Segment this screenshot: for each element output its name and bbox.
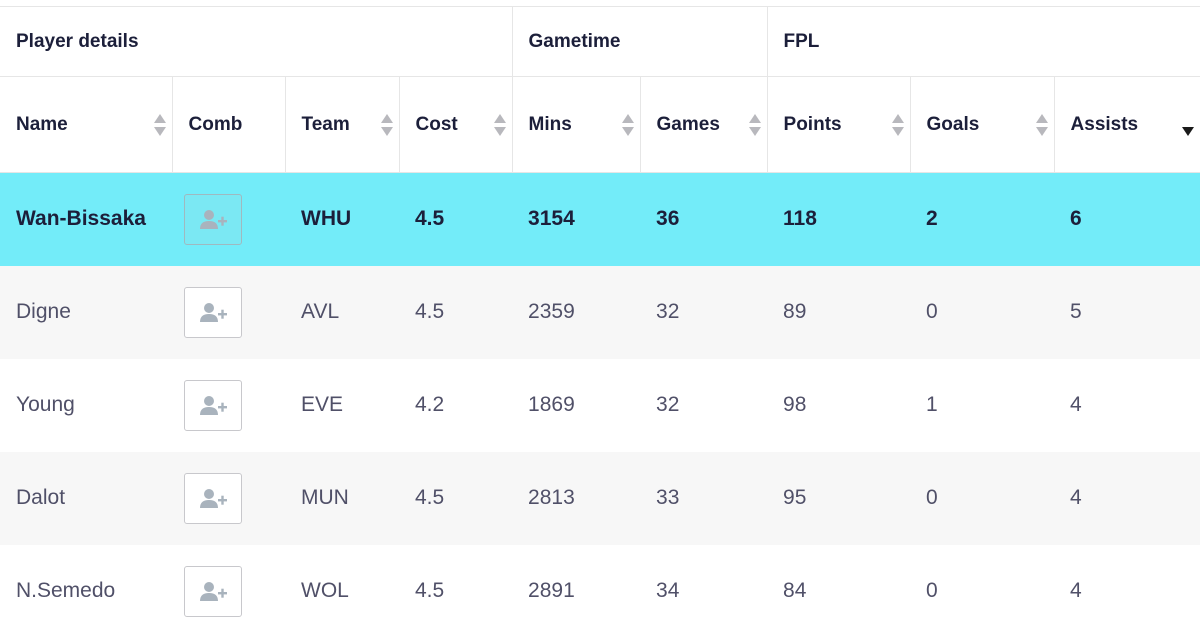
player-name: N.Semedo bbox=[16, 579, 116, 602]
sort-arrows-icon[interactable] bbox=[493, 113, 506, 136]
points-cell: 98 bbox=[783, 393, 807, 416]
assists-cell: 4 bbox=[1054, 451, 1200, 545]
table-row[interactable]: Wan-Bissaka WHU 4.5 3154 36 118 2 6 bbox=[0, 172, 1200, 266]
column-header-cost[interactable]: Cost bbox=[399, 76, 513, 173]
column-header-name[interactable]: Name bbox=[0, 76, 173, 173]
column-header-games[interactable]: Games bbox=[640, 76, 768, 173]
add-user-icon bbox=[200, 210, 227, 230]
games-cell: 32 bbox=[640, 265, 768, 359]
add-user-icon bbox=[200, 582, 227, 601]
column-header-comb: Comb bbox=[172, 76, 286, 173]
cost-cell: 4.5 bbox=[415, 579, 445, 602]
cost-cell: 4.5 bbox=[399, 265, 513, 359]
cost-cell: 4.2 bbox=[415, 393, 445, 416]
add-user-icon bbox=[200, 303, 227, 322]
column-header-goals[interactable]: Goals bbox=[910, 76, 1055, 173]
column-header-team[interactable]: Team bbox=[285, 76, 400, 173]
team-cell: MUN bbox=[285, 451, 399, 545]
mins-cell: 1869 bbox=[528, 393, 575, 416]
mins-cell: 3154 bbox=[512, 172, 641, 266]
column-header-label: Goals bbox=[926, 113, 980, 135]
add-to-comparison-button[interactable] bbox=[184, 379, 242, 431]
assists-cell: 6 bbox=[1054, 172, 1200, 266]
sort-arrows-icon[interactable] bbox=[153, 113, 166, 136]
add-to-comparison-button[interactable] bbox=[184, 472, 242, 524]
player-name: Wan-Bissaka bbox=[0, 172, 172, 266]
column-header-label: Team bbox=[301, 113, 350, 135]
table-row[interactable]: Digne AVL 4.5 2359 32 89 0 5 bbox=[0, 265, 1200, 359]
team-cell: AVL bbox=[285, 265, 399, 359]
cost-cell: 4.5 bbox=[399, 172, 513, 266]
comb-cell bbox=[172, 451, 285, 545]
points-cell: 84 bbox=[783, 579, 807, 602]
column-header-row: Name Comb Team Cost Mins Games Points Go… bbox=[0, 76, 1200, 173]
add-to-comparison-button[interactable] bbox=[184, 286, 242, 338]
mins-cell: 2359 bbox=[512, 265, 641, 359]
column-group-row: Player details Gametime FPL bbox=[0, 6, 1200, 77]
team-cell: WOL bbox=[301, 579, 349, 602]
group-header-gametime: Gametime bbox=[512, 6, 768, 77]
column-header-points[interactable]: Points bbox=[767, 76, 911, 173]
comb-cell bbox=[172, 359, 285, 452]
sort-descending-icon[interactable] bbox=[1182, 114, 1195, 136]
player-name: Digne bbox=[0, 265, 172, 359]
goals-cell: 2 bbox=[910, 172, 1055, 266]
mins-cell: 2813 bbox=[512, 451, 641, 545]
add-to-comparison-button[interactable] bbox=[184, 193, 242, 245]
points-cell: 89 bbox=[767, 265, 911, 359]
table-row[interactable]: Dalot MUN 4.5 2813 33 95 0 4 bbox=[0, 451, 1200, 545]
sort-arrows-icon[interactable] bbox=[380, 113, 393, 136]
sort-arrows-icon[interactable] bbox=[621, 113, 634, 136]
points-cell: 95 bbox=[767, 451, 911, 545]
games-cell: 34 bbox=[656, 579, 680, 602]
sort-arrows-icon[interactable] bbox=[1035, 113, 1048, 136]
column-header-label: Games bbox=[656, 113, 720, 135]
column-header-assists[interactable]: Assists bbox=[1054, 76, 1200, 173]
player-name: Dalot bbox=[0, 451, 172, 545]
column-header-label: Name bbox=[16, 113, 68, 135]
comb-cell bbox=[172, 172, 285, 266]
team-cell: EVE bbox=[301, 393, 344, 416]
sort-arrows-icon[interactable] bbox=[891, 113, 904, 136]
goals-cell: 1 bbox=[926, 393, 938, 416]
player-name: Young bbox=[16, 393, 75, 416]
goals-cell: 0 bbox=[910, 265, 1055, 359]
add-user-icon bbox=[200, 489, 227, 508]
cost-cell: 4.5 bbox=[399, 451, 513, 545]
add-to-comparison-button[interactable] bbox=[184, 565, 242, 617]
games-cell: 32 bbox=[656, 393, 680, 416]
table-row[interactable]: N.Semedo WOL 4.5 2891 34 84 0 4 bbox=[0, 545, 1200, 638]
sort-arrows-icon[interactable] bbox=[748, 113, 761, 136]
table-row[interactable]: Young EVE 4.2 1869 32 98 1 4 bbox=[0, 359, 1200, 452]
points-cell: 118 bbox=[767, 172, 911, 266]
team-cell: WHU bbox=[285, 172, 399, 266]
goals-cell: 0 bbox=[910, 451, 1055, 545]
goals-cell: 0 bbox=[926, 579, 938, 602]
games-cell: 36 bbox=[640, 172, 768, 266]
assists-cell: 4 bbox=[1070, 579, 1082, 602]
assists-cell: 5 bbox=[1054, 265, 1200, 359]
add-user-icon bbox=[200, 396, 227, 415]
group-header-fpl: FPL bbox=[767, 6, 1200, 77]
column-header-label: Assists bbox=[1070, 113, 1139, 135]
games-cell: 33 bbox=[640, 451, 768, 545]
mins-cell: 2891 bbox=[528, 579, 575, 602]
assists-cell: 4 bbox=[1070, 393, 1082, 416]
column-header-label: Comb bbox=[188, 113, 243, 135]
column-header-mins[interactable]: Mins bbox=[512, 76, 641, 173]
column-header-label: Mins bbox=[528, 113, 572, 135]
column-header-label: Cost bbox=[415, 113, 458, 135]
comb-cell bbox=[172, 265, 285, 359]
player-rows: Wan-Bissaka WHU 4.5 3154 36 118 2 6 Dign… bbox=[0, 172, 1200, 638]
player-stats-table: Player details Gametime FPL Name Comb Te… bbox=[0, 6, 1200, 638]
comb-cell bbox=[172, 545, 285, 638]
column-header-label: Points bbox=[783, 113, 842, 135]
group-header-player-details: Player details bbox=[0, 6, 513, 77]
